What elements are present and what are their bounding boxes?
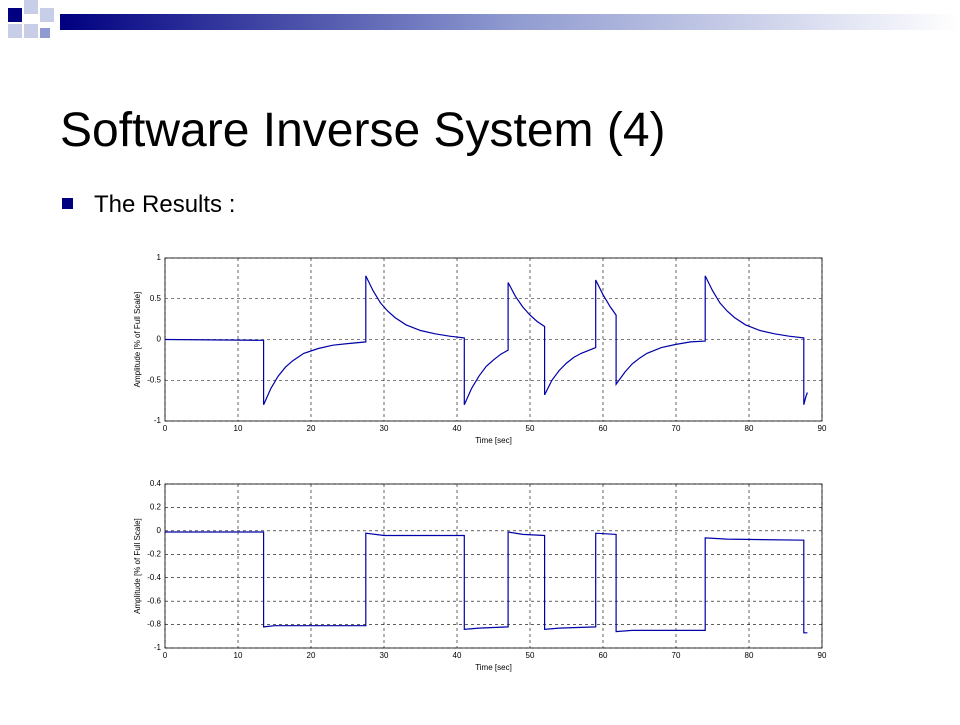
x-tick-label: 70: [672, 424, 681, 433]
y-tick-label: 0.5: [150, 294, 162, 303]
y-tick-label: -0.4: [147, 573, 161, 582]
x-tick-label: 80: [745, 424, 754, 433]
y-tick-label: 0.2: [150, 503, 162, 512]
x-tick-label: 20: [307, 651, 316, 660]
x-tick-label: 70: [672, 651, 681, 660]
y-tick-label: 0: [157, 335, 162, 344]
x-tick-label: 60: [599, 424, 608, 433]
x-tick-label: 0: [163, 424, 168, 433]
data-line: [165, 531, 808, 634]
y-tick-label: -0.6: [147, 596, 161, 605]
x-tick-label: 50: [526, 651, 535, 660]
x-tick-label: 10: [234, 651, 243, 660]
logo: [8, 0, 960, 38]
x-axis-label: Time [sec]: [475, 663, 512, 672]
y-tick-label: -0.2: [147, 549, 161, 558]
y-axis-label: Amplitude [% of Full Scale]: [133, 518, 142, 614]
x-tick-label: 40: [453, 424, 462, 433]
x-tick-label: 50: [526, 424, 535, 433]
y-tick-label: -1: [154, 643, 162, 652]
data-line: [164, 275, 808, 405]
x-tick-label: 90: [818, 651, 827, 660]
x-tick-label: 90: [818, 424, 827, 433]
bullet-text: The Results :: [94, 191, 235, 218]
plot-frame: [164, 483, 823, 649]
x-axis-label: Time [sec]: [475, 436, 512, 445]
x-tick-label: 40: [453, 651, 462, 660]
x-tick-label: 20: [307, 424, 316, 433]
x-tick-label: 60: [599, 651, 608, 660]
x-tick-label: 80: [745, 651, 754, 660]
y-tick-label: -1: [154, 416, 162, 425]
x-tick-label: 0: [163, 651, 168, 660]
y-tick-label: -0.5: [147, 375, 161, 384]
y-axis-label: Amplitude [% of Full Scale]: [133, 292, 142, 388]
x-tick-label: 30: [380, 424, 389, 433]
y-tick-label: 0.4: [150, 479, 162, 488]
x-tick-label: 30: [380, 651, 389, 660]
bullet-marker: [62, 198, 73, 209]
slide-title: Software Inverse System (4): [60, 104, 666, 157]
y-tick-label: -0.8: [147, 620, 161, 629]
y-tick-label: 0: [157, 526, 162, 535]
y-tick-label: 1: [157, 253, 162, 262]
x-tick-label: 10: [234, 424, 243, 433]
